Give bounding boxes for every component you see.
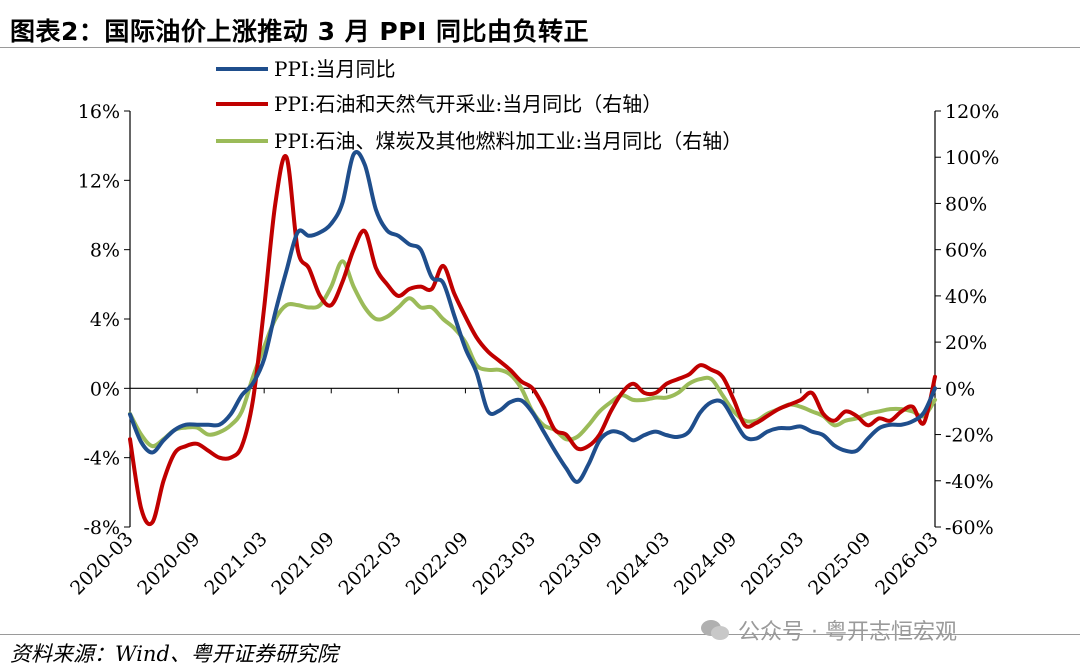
right-tick-label: 40% [945,286,987,308]
footer-divider [0,634,1080,635]
left-tick-label: 0% [90,378,120,400]
x-tick-label: 2025-09 [804,528,875,599]
legend-label-refining: PPI:石油、煤炭及其他燃料加工业:当月同比（右轴） [274,129,742,153]
wechat-icon [701,620,729,640]
right-tick-label: -40% [945,471,994,493]
left-tick-label: -8% [83,517,120,539]
axes-group: -8% -4% 0% 4% 8% 12% 16% -60% -40% -20% 0% 20% 40% 60… [66,101,999,599]
left-tick-label: 8% [90,240,120,262]
source-note: 资料来源：Wind、粤开证券研究院 [10,642,338,666]
left-tick-label: 16% [78,101,120,123]
series-line-ppi [128,149,937,484]
x-tick-label: 2023-09 [536,528,607,599]
x-tick-label: 2020-09 [133,528,204,599]
right-tick-label: 60% [945,240,987,262]
watermark-text: 公众号 · 粤开志恒宏观 [738,620,957,645]
x-tick-label: 2021-09 [267,528,338,599]
left-tick-label: 12% [78,170,120,192]
x-tick-label: 2024-03 [603,528,674,599]
x-tick-label: 2022-03 [334,528,405,599]
right-tick-label: 80% [945,193,987,215]
legend-label-ppi: PPI:当月同比 [274,57,396,81]
left-tick-label: 4% [90,309,120,331]
line-chart: -8% -4% 0% 4% 8% 12% 16% -60% -40% -20% 0% 20% 40% 60… [66,57,999,599]
x-tick-label: 2024-09 [670,528,741,599]
right-tick-label: 20% [945,332,987,354]
series-line-oil-gas [128,153,937,527]
x-tick-label: 2021-03 [200,528,271,599]
x-tick-label: 2026-03 [871,528,942,599]
right-tick-label: -20% [945,425,994,447]
legend: PPI:当月同比 PPI:石油和天然气开采业:当月同比（右轴） PPI:石油、煤… [216,57,742,153]
x-tick-label: 2022-09 [402,528,473,599]
legend-label-oil-gas: PPI:石油和天然气开采业:当月同比（右轴） [274,92,662,116]
chart-title: 图表2：国际油价上涨推动 3 月 PPI 同比由负转正 [10,17,590,46]
series-lines [128,149,937,527]
right-tick-label: -60% [945,517,994,539]
left-tick-label: -4% [83,448,120,470]
right-tick-label: 120% [945,101,999,123]
right-tick-label: 0% [945,378,975,400]
right-tick-label: 100% [945,147,999,169]
title-divider [0,47,1080,48]
x-tick-label: 2023-03 [469,528,540,599]
watermark: 公众号 · 粤开志恒宏观 [700,614,957,646]
x-tick-label: 2025-03 [737,528,808,599]
